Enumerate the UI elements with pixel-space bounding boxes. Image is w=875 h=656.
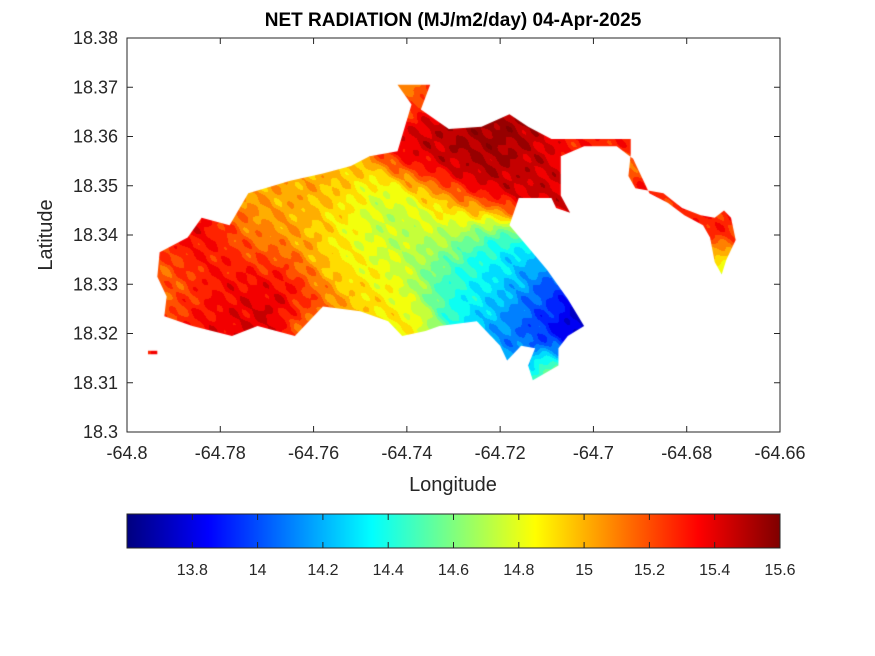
x-tick-label: -64.7 (573, 443, 614, 463)
colorbar: 13.8 14 14.2 14.4 14.6 14.8 15 15.2 15.4 15.6 (126, 513, 796, 579)
y-tick-label: 18.37 (73, 77, 118, 97)
colorbar-tick-label: 15 (575, 562, 593, 579)
x-tick-label: -64.76 (288, 443, 339, 463)
colorbar-tick-label: 15.6 (764, 562, 795, 579)
colorbar-tick-label: 14.6 (438, 562, 469, 579)
y-tick-label: 18.35 (73, 176, 118, 196)
x-tick-label: -64.72 (475, 443, 526, 463)
y-tick-label: 18.32 (73, 324, 118, 344)
heatmap-surface (127, 38, 780, 432)
x-tick-label: -64.8 (106, 443, 147, 463)
x-tick-label: -64.68 (661, 443, 712, 463)
colorbar-tick-label: 14.4 (373, 562, 404, 579)
colorbar-tick-label: 15.2 (634, 562, 665, 579)
y-tick-label: 18.34 (73, 225, 118, 245)
y-tick-label: 18.36 (73, 127, 118, 147)
y-tick-label: 18.3 (83, 422, 118, 442)
y-axis: 18.3 18.31 18.32 18.33 18.34 18.35 18.36 18.37 1… (73, 28, 780, 442)
x-tick-label: -64.78 (195, 443, 246, 463)
chart-title: NET RADIATION (MJ/m2/day) 04-Apr-2025 (265, 10, 642, 31)
y-axis-label: Latitude (35, 199, 57, 270)
x-axis: -64.8 -64.78 -64.76 -64.74 -64.72 -64.7 -64.68… (106, 38, 806, 463)
x-axis-label: Longitude (409, 474, 497, 496)
x-tick-label: -64.66 (754, 443, 805, 463)
y-tick-label: 18.38 (73, 28, 118, 48)
y-tick-label: 18.33 (73, 274, 118, 294)
colorbar-tick-label: 14.8 (503, 562, 534, 579)
plot-area (126, 37, 781, 433)
colorbar-tick-label: 13.8 (177, 562, 208, 579)
y-tick-label: 18.31 (73, 373, 118, 393)
colorbar-tick-label: 14 (249, 562, 267, 579)
colorbar-ticks: 13.8 14 14.2 14.4 14.6 14.8 15 15.2 15.4 15.6 (177, 514, 796, 579)
colorbar-tick-label: 15.4 (699, 562, 730, 579)
colorbar-tick-label: 14.2 (307, 562, 338, 579)
heatmap-container (127, 38, 780, 432)
x-tick-label: -64.74 (381, 443, 432, 463)
